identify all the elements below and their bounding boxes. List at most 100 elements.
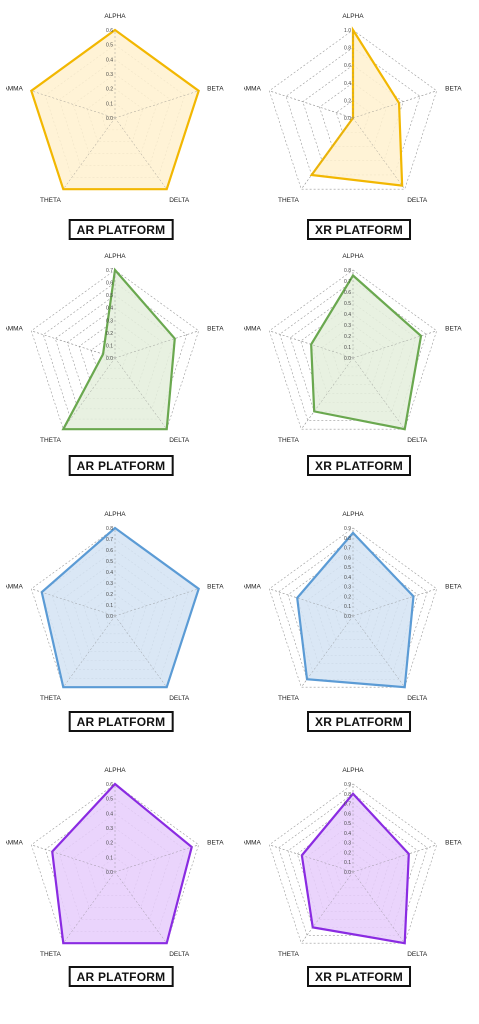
tick-label: 0.3 — [344, 585, 351, 591]
tick-label: 0.2 — [344, 594, 351, 600]
chart-caption: XR PLATFORM — [307, 711, 411, 732]
axis-label: DELTA — [169, 695, 190, 702]
chart-caption: AR PLATFORM — [68, 711, 174, 732]
grid-ring — [319, 82, 387, 147]
axis-spoke-overlay — [114, 90, 199, 119]
tick-label: 0.7 — [344, 279, 351, 285]
tick-label: 0.2 — [106, 592, 113, 598]
radar-chart-xr-platform-4: 0.0 0.1 0.2 0.3 0.4 0.5 0.6 0.7 0.8 0.9 ALPHA BETA D… — [244, 758, 474, 1008]
tick-label: 0.0 — [106, 870, 113, 876]
tick-label: 0.6 — [344, 555, 351, 561]
chart-caption: XR PLATFORM — [307, 455, 411, 476]
tick-label: 0.8 — [344, 536, 351, 542]
radar-chart-ar-platform-1: 0.0 0.1 0.2 0.3 0.4 0.5 0.6 ALPHA BETA DELTA THETA… — [6, 4, 236, 254]
axis-label: ALPHA — [342, 767, 364, 774]
series-area — [296, 531, 415, 689]
axis-spoke-overlay — [352, 90, 437, 119]
axis-label: THETA — [40, 951, 61, 958]
tick-label: 0.2 — [344, 850, 351, 856]
axis-spoke-overlay — [301, 117, 354, 190]
tick-label: 0.0 — [344, 870, 351, 876]
tick-label: 0.1 — [106, 603, 113, 609]
tick-label: 0.8 — [344, 46, 351, 52]
axis-label: BETA — [207, 583, 224, 590]
axis-spoke-overlay — [31, 90, 116, 119]
tick-label: 0.2 — [106, 87, 113, 93]
axis-label: BETA — [207, 839, 224, 846]
axis-spoke-overlay — [114, 615, 167, 688]
chart-caption: AR PLATFORM — [68, 219, 174, 240]
axis-label: DELTA — [407, 695, 428, 702]
chart-caption: XR PLATFORM — [307, 966, 411, 987]
axis-spoke-overlay — [63, 117, 116, 190]
chart-caption: XR PLATFORM — [307, 219, 411, 240]
axis-spoke-overlay — [114, 357, 167, 430]
axis-label: GAMMA — [244, 325, 262, 332]
axis-spoke-overlay — [301, 357, 354, 430]
tick-label: 0.3 — [106, 826, 113, 832]
axis-spoke-overlay — [114, 871, 167, 944]
grid-ring — [285, 47, 421, 176]
tick-label: 0.5 — [106, 43, 113, 49]
axis-spoke-overlay — [352, 615, 405, 688]
axis-label: GAMMA — [6, 325, 24, 332]
tick-label: 0.4 — [106, 57, 113, 63]
tick-label: 0.5 — [344, 565, 351, 571]
radar-plot: 0.0 0.1 0.2 0.3 0.4 0.5 0.6 0.7 0.8 ALPHA BETA DELT… — [6, 511, 224, 702]
axis-spoke-overlay — [269, 90, 354, 119]
axis-spoke-overlay — [114, 117, 167, 190]
radar-plot: 0.0 0.2 0.4 0.6 0.8 1.0 ALPHA BETA DELTA THETA GAM… — [244, 13, 462, 204]
tick-label: 0.5 — [106, 293, 113, 299]
tick-label: 0.4 — [106, 570, 113, 576]
tick-label: 0.0 — [106, 356, 113, 362]
tick-label: 0.8 — [106, 526, 113, 532]
radar-plot: 0.0 0.1 0.2 0.3 0.4 0.5 0.6 0.7 ALPHA BETA DELTA TH… — [6, 253, 224, 444]
axis-spoke-overlay — [31, 330, 116, 359]
tick-label: 0.2 — [106, 331, 113, 337]
tick-label: 0.4 — [344, 831, 351, 837]
chart-caption: AR PLATFORM — [68, 455, 174, 476]
tick-label: 0.5 — [106, 559, 113, 565]
tick-label: 1.0 — [344, 28, 351, 34]
tick-label: 0.6 — [344, 811, 351, 817]
radar-plot: 0.0 0.1 0.2 0.3 0.4 0.5 0.6 0.7 0.8 ALPHA BETA DELT… — [244, 253, 462, 444]
series-area — [61, 267, 176, 431]
axis-spoke-overlay — [269, 844, 354, 873]
tick-label: 0.0 — [106, 116, 113, 122]
tick-label: 0.0 — [344, 116, 351, 122]
tick-label: 0.6 — [106, 281, 113, 287]
tick-label: 0.2 — [344, 98, 351, 104]
radar-chart-xr-platform-3: 0.0 0.1 0.2 0.3 0.4 0.5 0.6 0.7 0.8 0.9 ALPHA BETA D… — [244, 502, 474, 752]
tick-label: 0.9 — [344, 526, 351, 532]
radar-chart-ar-platform-4: 0.0 0.1 0.2 0.3 0.4 0.5 0.6 ALPHA BETA DELTA THETA… — [6, 758, 236, 1008]
tick-label: 0.0 — [344, 614, 351, 620]
axis-label: GAMMA — [6, 839, 24, 846]
axis-label: GAMMA — [244, 85, 262, 92]
radar-plot: 0.0 0.1 0.2 0.3 0.4 0.5 0.6 ALPHA BETA DELTA THETA… — [6, 767, 224, 958]
axis-label: THETA — [40, 437, 61, 444]
axis-label: GAMMA — [244, 839, 262, 846]
tick-label: 0.2 — [106, 841, 113, 847]
tick-label: 0.1 — [344, 345, 351, 351]
axis-label: BETA — [445, 839, 462, 846]
tick-label: 0.6 — [106, 548, 113, 554]
radar-plot: 0.0 0.1 0.2 0.3 0.4 0.5 0.6 0.7 0.8 0.9 ALPHA BETA D… — [244, 767, 462, 958]
chart-caption: AR PLATFORM — [68, 966, 174, 987]
axis-label: BETA — [207, 325, 224, 332]
axis-label: THETA — [278, 695, 299, 702]
tick-label: 0.6 — [106, 782, 113, 788]
axis-label: BETA — [445, 325, 462, 332]
tick-label: 0.5 — [344, 821, 351, 827]
tick-label: 0.4 — [106, 811, 113, 817]
tick-label: 0.1 — [106, 343, 113, 349]
axis-label: ALPHA — [342, 253, 364, 260]
axis-label: DELTA — [407, 197, 428, 204]
axis-label: BETA — [445, 583, 462, 590]
axis-spoke-overlay — [301, 615, 354, 688]
axis-spoke-overlay — [269, 588, 354, 617]
tick-label: 0.3 — [106, 318, 113, 324]
axis-label: DELTA — [169, 197, 190, 204]
tick-label: 0.1 — [344, 860, 351, 866]
tick-label: 0.1 — [106, 855, 113, 861]
